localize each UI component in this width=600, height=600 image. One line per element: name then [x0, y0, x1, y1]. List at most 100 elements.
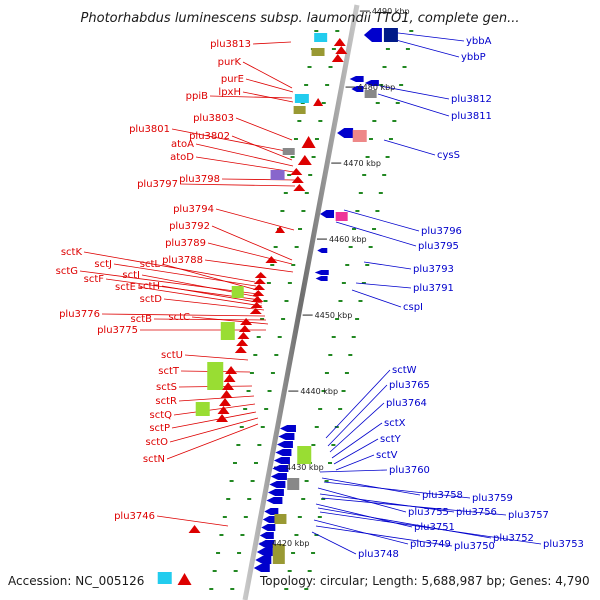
- label-connector-line: [171, 411, 257, 429]
- label-connector-line: [351, 289, 402, 308]
- gene-label: sctQ: [150, 410, 173, 421]
- gene-label: sctL: [140, 259, 161, 270]
- track-dot: [277, 336, 282, 338]
- gene-label: ppiB: [186, 91, 208, 102]
- forward-gene-arrow: [275, 226, 286, 233]
- gene-label: sctK: [61, 247, 83, 258]
- gene-label: plu3759: [472, 493, 513, 504]
- label-connector-line: [321, 477, 421, 496]
- track-dot: [247, 498, 252, 500]
- track-dot: [291, 552, 296, 554]
- gene-label: plu3748: [358, 549, 399, 560]
- gene-label: plu3797: [137, 179, 178, 190]
- track-dot: [338, 408, 343, 410]
- label-connector-line: [389, 31, 465, 42]
- gene-label: sctR: [155, 396, 177, 407]
- kbp-label-group: 4490 kbp 4480 kbp 4470 kbp 4460 kbp 4450 kbp…: [272, 7, 410, 548]
- forward-gene-arrow: [177, 573, 192, 585]
- track-dot: [270, 372, 275, 374]
- gene-label: plu3801: [129, 124, 170, 135]
- gene-label: plu3757: [508, 510, 549, 521]
- track-dot: [260, 318, 265, 320]
- forward-gene-arrow: [313, 98, 324, 106]
- track-dot: [331, 336, 336, 338]
- gene-label: sctS: [156, 382, 177, 393]
- track-dot: [379, 84, 384, 86]
- track-dot: [216, 552, 221, 554]
- track-dot: [263, 300, 268, 302]
- track-dot: [287, 282, 292, 284]
- track-dot: [297, 120, 302, 122]
- label-connector-line: [315, 525, 453, 547]
- reverse-gene-arrow: [256, 548, 273, 556]
- track-dot: [250, 480, 255, 482]
- forward-gene-arrow: [217, 406, 230, 414]
- gene-label: ybbP: [461, 52, 486, 63]
- forward-gene-arrow: [234, 346, 247, 353]
- gene-label: plu3792: [169, 221, 210, 232]
- track-dot: [331, 48, 336, 50]
- reverse-gene-arrow: [261, 524, 276, 531]
- forward-gene-arrow: [220, 390, 233, 398]
- track-dot: [405, 48, 410, 50]
- track-dot: [321, 390, 326, 392]
- label-connector-line: [321, 497, 507, 516]
- gene-block-lime: [220, 322, 235, 340]
- gene-block-grey: [287, 478, 300, 490]
- reverse-gene-arrow: [276, 441, 293, 448]
- track-dot: [321, 498, 326, 500]
- label-connector-line: [317, 507, 492, 539]
- gene-label: plu3753: [543, 539, 584, 550]
- forward-gene-arrow: [225, 366, 238, 374]
- track-dot: [368, 138, 373, 140]
- track-dot: [321, 102, 326, 104]
- track-dot: [314, 534, 319, 536]
- gene-label: plu3789: [165, 238, 206, 249]
- kbp-tick-label: 4440 kbp: [300, 387, 338, 396]
- forward-gene-arrow: [188, 525, 201, 533]
- track-dot: [311, 552, 316, 554]
- track-dot: [222, 516, 227, 518]
- gene-label: plu3758: [422, 490, 463, 501]
- reverse-gene-arrow: [267, 489, 284, 496]
- track-dot: [314, 30, 319, 32]
- track-dot: [378, 192, 383, 194]
- reverse-gene-arrow: [258, 540, 275, 548]
- forward-gene-arrow: [240, 318, 253, 325]
- label-connector-line: [173, 403, 256, 416]
- label-connector-line: [311, 531, 357, 555]
- track-dot: [291, 264, 296, 266]
- kbp-tick-label: 4490 kbp: [372, 7, 410, 16]
- label-connector-line: [319, 493, 455, 513]
- forward-gene-arrow: [222, 382, 235, 390]
- track-dot: [209, 588, 214, 590]
- gene-label: plu3811: [451, 111, 492, 122]
- gene-label: plu3793: [413, 264, 454, 275]
- label-connector-line: [355, 282, 412, 289]
- track-dot: [284, 300, 289, 302]
- track-dot: [212, 570, 217, 572]
- gene-label: purK: [218, 57, 242, 68]
- gene-block-lime: [195, 402, 210, 416]
- gene-label: sctD: [140, 294, 163, 305]
- track-dot: [385, 156, 390, 158]
- track-dot: [243, 408, 248, 410]
- reverse-gene-arrow: [363, 28, 382, 42]
- track-dot: [233, 570, 238, 572]
- forward-gene-arrow: [250, 302, 263, 308]
- gene-label-group: plu3813 purK purE ppiB lpxH plu3803 plu3801 plu…: [56, 36, 584, 560]
- label-connector-line: [195, 143, 294, 167]
- track-dot: [348, 246, 353, 248]
- gene-label: sctO: [146, 437, 169, 448]
- gene-label: plu3791: [413, 283, 454, 294]
- forward-gene-arrow: [291, 176, 304, 183]
- track-dot: [314, 138, 319, 140]
- track-dot: [362, 174, 367, 176]
- track-dot: [301, 498, 306, 500]
- accession-text: Accession: NC_005126: [8, 574, 144, 588]
- forward-gene-arrow: [293, 184, 306, 191]
- label-connector-line: [166, 423, 259, 460]
- track-dot: [358, 300, 363, 302]
- track-dot: [236, 444, 241, 446]
